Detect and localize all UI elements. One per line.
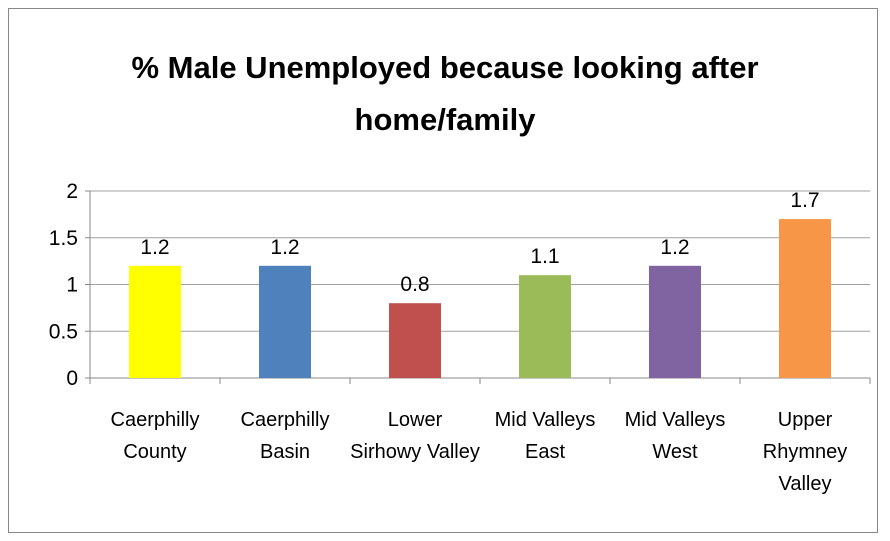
data-label: 1.7 <box>790 189 819 212</box>
bar <box>649 265 701 378</box>
y-tick-label: 2 <box>66 180 78 203</box>
x-tick-label: Caerphilly Basin <box>240 409 330 463</box>
data-label: 1.2 <box>270 236 299 259</box>
data-label: 1.2 <box>660 236 689 259</box>
x-tick-label: Mid Valleys West <box>624 409 726 463</box>
y-tick-label: 1 <box>66 274 78 297</box>
y-tick-label: 0 <box>66 367 78 390</box>
x-tick-label: Lower Sirhowy Valley <box>350 409 480 463</box>
data-label: 1.2 <box>140 236 169 259</box>
y-tick-label: 0.5 <box>49 320 78 343</box>
data-label: 1.1 <box>530 245 559 268</box>
bar <box>779 219 831 378</box>
x-tick-label: Caerphilly County <box>110 409 200 463</box>
x-tick-label: Upper Rhymney Valley <box>762 409 848 495</box>
bar <box>389 303 441 378</box>
x-tick-label: Mid Valleys East <box>494 409 596 463</box>
data-label: 0.8 <box>400 273 429 296</box>
y-tick-label: 1.5 <box>49 227 78 250</box>
bar <box>259 265 311 378</box>
chart-title: % Male Unemployed because looking after … <box>131 50 759 137</box>
bar <box>129 265 181 378</box>
bar <box>519 275 571 378</box>
chart-frame <box>8 8 878 533</box>
